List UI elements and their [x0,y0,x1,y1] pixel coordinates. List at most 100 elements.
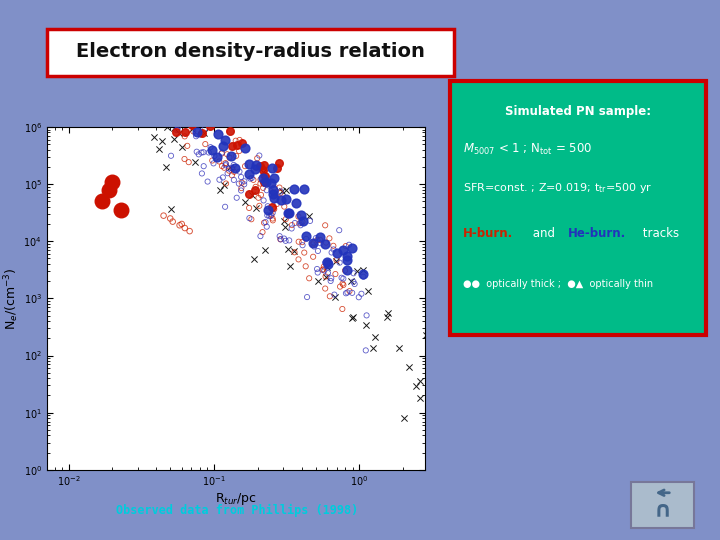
Point [249,185,261,194]
Point [174,86,185,95]
Point [267,214,279,223]
Point [410,382,422,390]
Point [185,85,197,94]
Point [304,212,315,221]
Point [258,166,269,174]
Point [158,90,170,98]
Point [66,17,78,26]
Point [189,89,201,98]
Point [336,273,347,282]
Point [160,68,171,76]
Point [168,81,180,90]
Point [273,158,284,167]
Point [138,87,149,96]
Point [317,266,328,274]
Point [176,84,188,92]
Point [314,235,325,244]
Point [127,41,138,50]
Point [320,284,331,293]
Point [220,202,231,211]
Point [197,85,209,93]
Point [259,246,271,255]
Point [428,377,440,386]
Point [218,164,230,172]
Point [238,177,250,186]
Point [346,277,357,286]
Point [154,79,166,88]
Point [362,287,374,295]
Point [148,133,160,141]
Point [66,12,77,21]
Point [166,204,177,213]
Point [138,106,150,115]
Point [170,109,181,117]
Point [91,19,102,28]
Point [199,140,211,149]
Point [226,171,238,180]
Point [225,152,237,160]
Point [243,160,255,168]
Point [255,175,266,184]
Point [415,394,426,402]
Point [267,190,279,199]
Point [328,291,340,299]
Point [360,346,372,355]
Point [103,15,114,23]
Point [297,238,308,246]
Point [160,47,171,56]
Point [168,134,180,143]
Point [279,217,290,225]
Point [260,178,271,187]
Point [328,245,339,254]
Point [360,321,372,329]
Point [176,220,187,228]
Point [347,313,359,321]
Point [295,219,307,227]
Text: ●●  optically thick ;  ●▲  optically thin: ●● optically thick ; ●▲ optically thin [463,279,653,289]
Point [261,186,272,194]
Point [220,179,232,188]
Point [199,125,210,133]
Point [253,193,264,202]
Point [192,106,204,115]
Point [258,196,269,205]
Point [162,99,174,108]
Point [186,106,197,114]
Point [102,35,114,44]
Point [109,67,120,76]
Point [251,161,262,170]
Point [312,247,324,255]
Point [318,266,330,275]
Point [274,183,285,192]
Point [139,98,150,107]
Point [148,71,159,80]
Point [228,176,240,184]
Point [268,173,279,182]
Point [297,241,308,249]
Point [340,242,351,251]
Point [148,71,159,80]
Text: Simulated PN sample:: Simulated PN sample: [505,105,651,118]
Point [94,33,106,42]
Point [221,150,233,159]
Point [246,174,258,183]
Point [357,269,369,278]
Point [154,79,166,88]
Point [239,198,251,207]
Point [255,232,266,240]
Point [143,104,155,112]
Point [251,164,262,172]
Point [82,57,94,66]
Point [166,151,177,160]
Point [323,269,334,278]
Point [233,147,245,156]
Point [161,163,172,171]
Point [348,269,359,278]
Point [248,176,259,184]
Point [95,37,107,46]
Point [89,40,100,49]
Point [269,184,280,192]
Point [192,112,203,120]
Point [358,272,369,281]
FancyBboxPatch shape [47,29,454,76]
